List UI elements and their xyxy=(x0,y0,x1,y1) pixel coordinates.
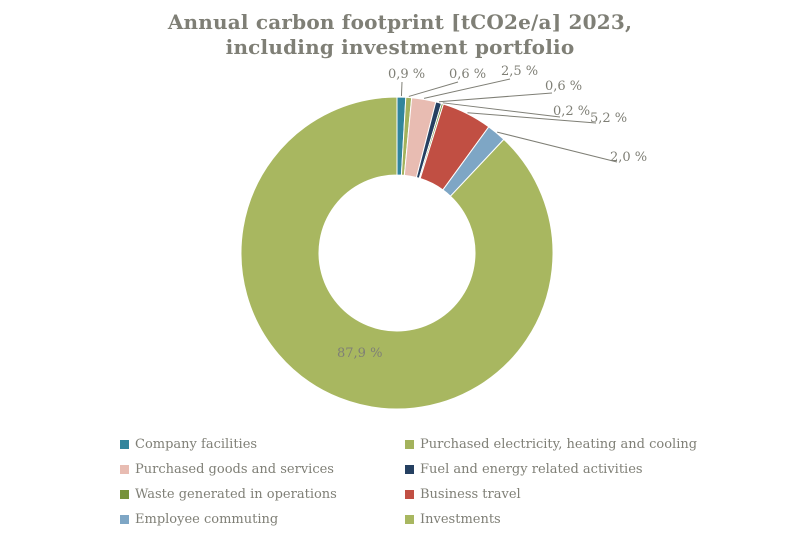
legend-swatch-fuel-and-energy-related-activities xyxy=(405,465,414,474)
legend-item-fuel-and-energy-related-activities[interactable]: Fuel and energy related activities xyxy=(405,461,697,478)
leader-line-employee-commuting xyxy=(497,131,618,163)
legend-label: Fuel and energy related activities xyxy=(420,462,643,477)
legend-label: Investments xyxy=(420,512,501,527)
data-label-business-travel: 5,2 % xyxy=(590,111,627,126)
legend-label: Waste generated in operations xyxy=(135,487,337,502)
leader-line-purchased-electricity-heating-and-cooling xyxy=(408,81,459,97)
data-label-investments: 87,9 % xyxy=(337,346,382,361)
legend-item-business-travel[interactable]: Business travel xyxy=(405,486,697,503)
legend-swatch-purchased-goods-and-services xyxy=(120,465,129,474)
legend-swatch-purchased-electricity-heating-and-cooling xyxy=(405,440,414,449)
legend-item-company-facilities[interactable]: Company facilities xyxy=(120,436,405,453)
legend-item-purchased-electricity-heating-and-cooling[interactable]: Purchased electricity, heating and cooli… xyxy=(405,436,697,453)
leader-line-fuel-and-energy-related-activities xyxy=(438,92,553,103)
legend-label: Purchased goods and services xyxy=(135,462,334,477)
leader-line-waste-generated-in-operations xyxy=(442,102,561,118)
donut-segment-investments[interactable] xyxy=(240,96,554,410)
legend-label: Purchased electricity, heating and cooli… xyxy=(420,437,698,452)
legend-label: Employee commuting xyxy=(135,512,279,527)
legend-item-employee-commuting[interactable]: Employee commuting xyxy=(120,511,405,528)
data-label-fuel-and-energy-related-activities: 0,6 % xyxy=(545,79,582,94)
legend-swatch-employee-commuting xyxy=(120,515,129,524)
legend-item-waste-generated-in-operations[interactable]: Waste generated in operations xyxy=(120,486,405,503)
legend-label: Company facilities xyxy=(135,437,258,452)
legend-swatch-waste-generated-in-operations xyxy=(120,490,129,499)
data-label-purchased-goods-and-services: 2,5 % xyxy=(501,64,538,79)
data-label-employee-commuting: 2,0 % xyxy=(610,150,647,165)
legend-item-purchased-goods-and-services[interactable]: Purchased goods and services xyxy=(120,461,405,478)
legend-label: Business travel xyxy=(420,487,521,502)
legend-swatch-company-facilities xyxy=(120,440,129,449)
data-label-waste-generated-in-operations: 0,2 % xyxy=(553,104,590,119)
data-label-company-facilities: 0,9 % xyxy=(388,67,425,82)
data-label-purchased-electricity-heating-and-cooling: 0,6 % xyxy=(449,67,486,82)
legend-swatch-investments xyxy=(405,515,414,524)
leader-line-business-travel xyxy=(467,112,597,124)
leader-line-purchased-goods-and-services xyxy=(423,78,511,99)
chart-title-line1: Annual carbon footprint [tCO2e/a] 2023, xyxy=(167,10,633,34)
leader-line-company-facilities xyxy=(400,81,403,97)
chart-title: Annual carbon footprint [tCO2e/a] 2023, … xyxy=(0,10,800,60)
legend-swatch-business-travel xyxy=(405,490,414,499)
chart-title-line2: including investment portfolio xyxy=(225,35,575,59)
chart-legend: Company facilities Purchased electricity,… xyxy=(120,436,697,528)
legend-item-investments[interactable]: Investments xyxy=(405,511,697,528)
